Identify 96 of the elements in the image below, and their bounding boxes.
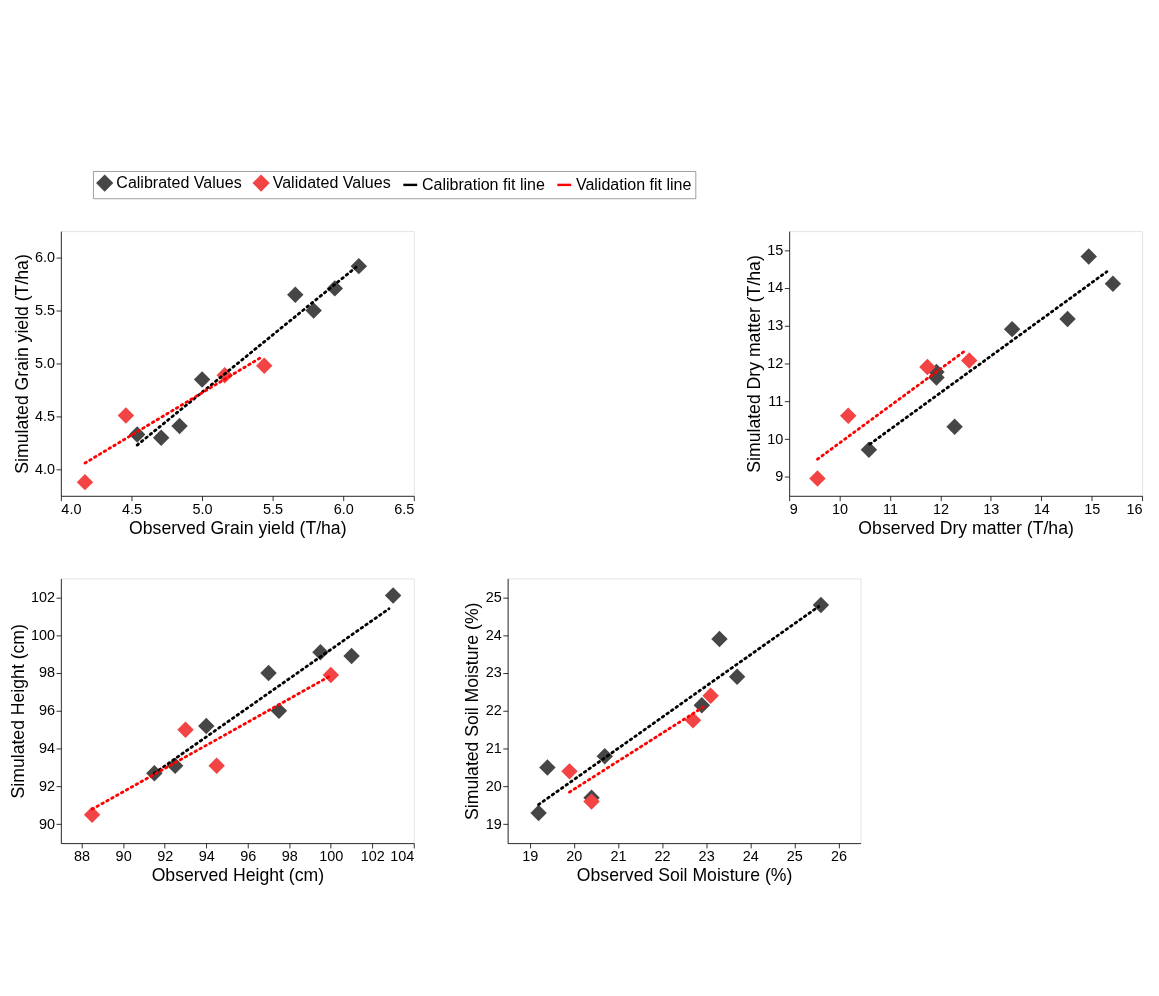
x-axis-title: Observed Grain yield (T/ha) bbox=[129, 518, 347, 538]
y-tick-label: 23 bbox=[485, 664, 502, 681]
point bbox=[946, 418, 963, 435]
x-tick-label: 26 bbox=[830, 848, 847, 865]
x-tick-label: 100 bbox=[319, 848, 344, 865]
y-axis-title: Simulated Dry matter (T/ha) bbox=[743, 255, 764, 473]
point bbox=[711, 630, 728, 648]
x-tick-label: 98 bbox=[281, 848, 298, 865]
y-tick-label: 15 bbox=[767, 241, 784, 258]
y-tick-label: 21 bbox=[485, 740, 502, 757]
point bbox=[322, 666, 340, 684]
x-tick-label: 20 bbox=[566, 848, 583, 865]
point bbox=[1003, 320, 1021, 338]
y-tick-label: 24 bbox=[485, 626, 502, 643]
x-tick-label: 10 bbox=[832, 500, 849, 517]
y-tick-label: 5.5 bbox=[34, 302, 55, 319]
y-tick-label: 98 bbox=[38, 664, 55, 681]
x-tick-label: 6.0 bbox=[333, 500, 354, 517]
point bbox=[1104, 275, 1122, 292]
x-tick-label: 12 bbox=[932, 500, 949, 517]
point bbox=[384, 587, 402, 604]
point bbox=[83, 806, 101, 824]
point bbox=[809, 470, 826, 487]
legend-label: Validation fit line bbox=[575, 174, 692, 193]
y-tick-label: 4.5 bbox=[34, 407, 55, 424]
legend-label: Validated Values bbox=[272, 172, 391, 191]
y-tick-label: 14 bbox=[767, 279, 784, 296]
x-tick-label: 11 bbox=[882, 500, 898, 517]
x-tick-label: 102 bbox=[360, 848, 385, 865]
point bbox=[583, 793, 600, 810]
point bbox=[270, 702, 288, 720]
x-tick-label: 16 bbox=[1126, 500, 1143, 517]
x-axis-title: Observed Dry matter (T/ha) bbox=[858, 518, 1074, 538]
point bbox=[1059, 310, 1076, 328]
x-tick-label: 23 bbox=[698, 848, 715, 865]
x-tick-label: 13 bbox=[983, 500, 1000, 517]
x-tick-label: 4.5 bbox=[121, 500, 142, 517]
y-tick-label: 96 bbox=[38, 702, 55, 719]
x-tick-label: 9 bbox=[789, 500, 798, 517]
point bbox=[840, 407, 857, 424]
x-tick-label: 4.0 bbox=[61, 500, 82, 517]
x-tick-label: 88 bbox=[74, 848, 91, 865]
point bbox=[919, 358, 936, 376]
point bbox=[260, 664, 277, 682]
y-tick-label: 25 bbox=[485, 588, 502, 605]
x-tick-label: 21 bbox=[610, 848, 627, 865]
y-axis-title: Simulated Grain yield (T/ha) bbox=[11, 254, 32, 474]
y-tick-label: 4.0 bbox=[34, 460, 55, 477]
x-tick-label: 14 bbox=[1033, 500, 1050, 517]
legend-label: Calibrated Values bbox=[116, 172, 242, 191]
x-tick-label: 92 bbox=[157, 848, 174, 865]
y-tick-label: 9 bbox=[775, 468, 784, 485]
x-tick-label: 5.5 bbox=[263, 500, 284, 517]
y-tick-label: 6.0 bbox=[34, 249, 55, 266]
x-axis-title: Observed Height (cm) bbox=[151, 865, 325, 886]
y-tick-label: 92 bbox=[38, 777, 55, 794]
point bbox=[860, 441, 878, 458]
x-tick-label: 25 bbox=[786, 848, 803, 865]
y-tick-label: 19 bbox=[485, 815, 502, 832]
y-tick-label: 22 bbox=[485, 702, 502, 719]
x-tick-label: 24 bbox=[742, 848, 759, 865]
x-tick-label: 19 bbox=[522, 848, 539, 865]
x-tick-label: 96 bbox=[240, 848, 257, 865]
point bbox=[177, 721, 194, 738]
point bbox=[961, 352, 978, 369]
y-tick-label: 10 bbox=[767, 430, 784, 447]
y-tick-label: 12 bbox=[767, 354, 784, 371]
y-tick-label: 11 bbox=[768, 392, 784, 409]
x-tick-label: 104 bbox=[390, 848, 415, 865]
x-tick-label: 15 bbox=[1084, 500, 1101, 517]
x-tick-label: 5.0 bbox=[192, 500, 213, 517]
point bbox=[1080, 248, 1097, 265]
point bbox=[702, 687, 719, 704]
y-tick-label: 5.0 bbox=[34, 354, 55, 371]
y-tick-label: 20 bbox=[485, 777, 502, 794]
point bbox=[208, 757, 225, 774]
point bbox=[343, 647, 360, 665]
point bbox=[728, 668, 746, 686]
x-tick-label: 6.5 bbox=[394, 500, 415, 517]
y-axis-title: Simulated Height (cm) bbox=[7, 624, 28, 799]
y-tick-label: 90 bbox=[38, 815, 55, 832]
x-tick-label: 94 bbox=[198, 848, 215, 865]
x-tick-label: 22 bbox=[654, 848, 671, 865]
x-axis-title: Observed Soil Moisture (%) bbox=[576, 865, 793, 886]
y-tick-label: 13 bbox=[767, 317, 784, 334]
point bbox=[198, 717, 215, 735]
y-tick-label: 94 bbox=[38, 740, 55, 757]
point bbox=[561, 763, 578, 780]
x-tick-label: 90 bbox=[115, 848, 132, 865]
legend-label: Calibration fit line bbox=[421, 174, 545, 193]
point bbox=[539, 759, 556, 776]
y-tick-label: 100 bbox=[30, 626, 55, 643]
y-axis-title: Simulated Soil Moisture (%) bbox=[462, 602, 483, 820]
point bbox=[530, 804, 547, 822]
point bbox=[812, 596, 830, 614]
y-tick-label: 102 bbox=[30, 588, 55, 605]
